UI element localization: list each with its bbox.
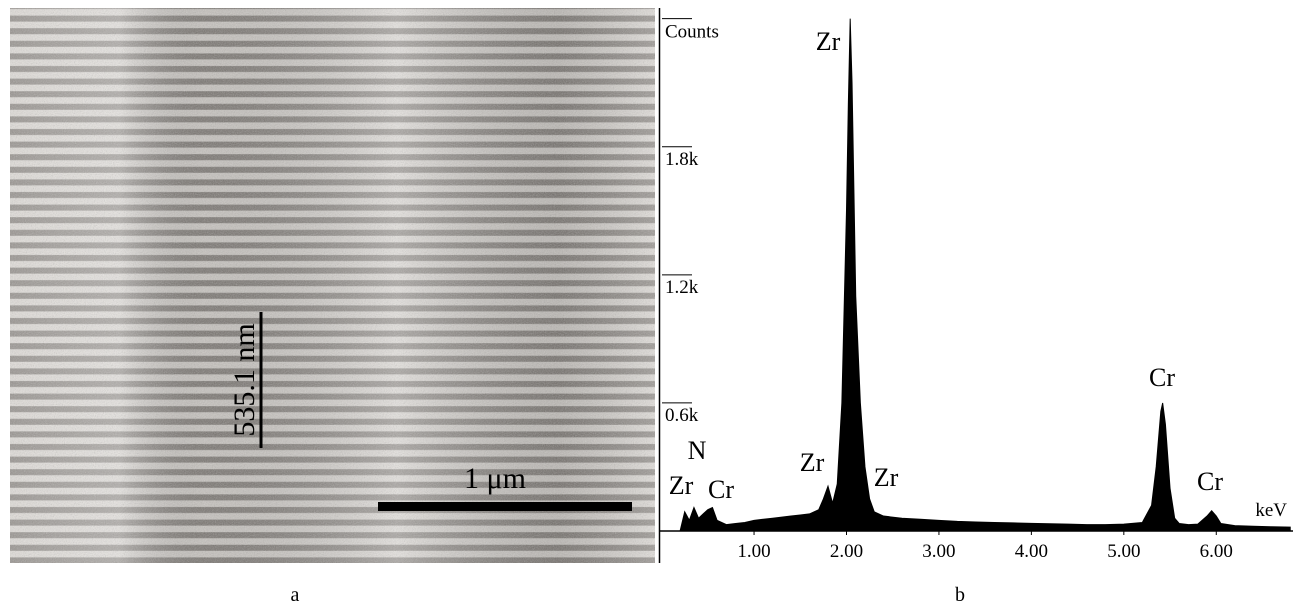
peak-label: Cr — [1197, 467, 1223, 496]
x-tick-label: 1.00 — [737, 541, 770, 562]
x-tick-label: 3.00 — [922, 541, 955, 562]
peak-label: Zr — [874, 463, 899, 492]
spectrum-chart: 0.6k 1.2k 1.8k Counts 1.00 2.00 3.00 4.00 5.00 6.… — [658, 8, 1293, 563]
panel-label: b — [955, 584, 965, 604]
x-tick-label: 6.00 — [1200, 541, 1233, 562]
spectrum-area — [679, 18, 1291, 532]
peak-label: Zr — [816, 27, 841, 56]
micrograph: 535.1 nm 1 μm — [10, 8, 655, 563]
y-tick-label: 1.2k — [665, 277, 699, 298]
y-axis-label: Counts — [665, 22, 719, 43]
x-tick-label: 4.00 — [1015, 541, 1048, 562]
y-tick-label: 0.6k — [665, 405, 699, 426]
peak-label: Cr — [708, 475, 734, 504]
scale-bar-horizontal — [378, 502, 632, 511]
peak-label: N — [688, 436, 707, 465]
peak-label: Zr — [800, 448, 825, 477]
x-tick-label: 5.00 — [1107, 541, 1140, 562]
x-axis-label: keV — [1255, 500, 1287, 521]
peak-label: Zr — [669, 471, 694, 500]
scale-label-vertical: 535.1 nm — [228, 323, 261, 436]
peak-label: Cr — [1149, 363, 1175, 392]
panel-label: a — [291, 584, 300, 604]
x-tick-label: 2.00 — [830, 541, 863, 562]
scale-label-horizontal: 1 μm — [464, 462, 526, 495]
y-tick-label: 1.8k — [665, 149, 699, 170]
